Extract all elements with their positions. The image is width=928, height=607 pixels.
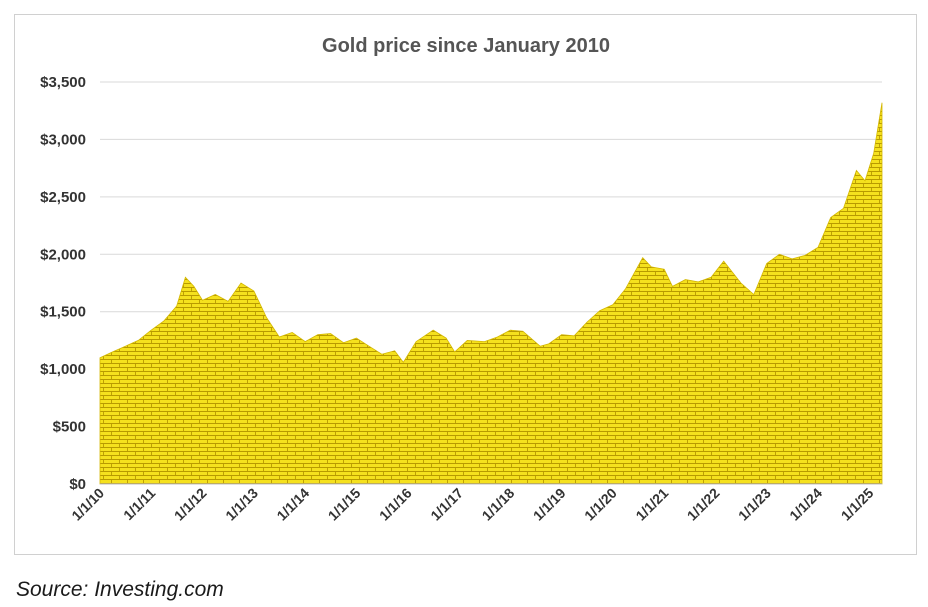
x-tick-label: 1/1/21 xyxy=(632,485,671,524)
chart-frame: $0 $500 $1,000 $1,500 $2,000 $2,500 $3,000 $3,5… xyxy=(14,14,917,555)
y-tick-label: $500 xyxy=(53,419,86,436)
x-tick-label: 1/1/17 xyxy=(427,485,466,524)
x-tick-label: 1/1/12 xyxy=(171,485,210,524)
x-tick-label: 1/1/22 xyxy=(684,485,723,524)
x-tick-label: 1/1/18 xyxy=(479,485,518,524)
x-axis-ticks: 1/1/10 1/1/11 1/1/12 1/1/13 1/1/14 1/1/15 1/1/… xyxy=(68,485,876,524)
chart-title: Gold price since January 2010 xyxy=(322,35,610,57)
x-tick-label: 1/1/14 xyxy=(273,485,312,524)
gold-price-area xyxy=(99,102,883,485)
y-tick-label: $2,500 xyxy=(40,189,86,206)
y-tick-label: $1,500 xyxy=(40,304,86,321)
area-layer xyxy=(99,102,883,485)
y-tick-label: $3,000 xyxy=(40,131,86,148)
x-tick-label: 1/1/11 xyxy=(120,485,158,523)
y-axis-ticks: $0 $500 $1,000 $1,500 $2,000 $2,500 $3,000 $3,5… xyxy=(40,74,86,493)
source-note: Source: Investing.com xyxy=(16,578,224,601)
x-tick-label: 1/1/15 xyxy=(325,485,364,524)
x-tick-label: 1/1/16 xyxy=(376,485,415,524)
x-tick-label: 1/1/19 xyxy=(530,485,569,524)
x-tick-label: 1/1/20 xyxy=(581,485,620,524)
x-tick-label: 1/1/23 xyxy=(735,485,774,524)
y-tick-label: $1,000 xyxy=(40,361,86,378)
y-tick-label: $2,000 xyxy=(40,246,86,263)
gold-price-chart: $0 $500 $1,000 $1,500 $2,000 $2,500 $3,000 $3,5… xyxy=(40,35,883,524)
y-tick-label: $0 xyxy=(69,476,86,493)
x-tick-label: 1/1/13 xyxy=(222,485,261,524)
x-tick-label: 1/1/24 xyxy=(786,485,825,524)
x-tick-label: 1/1/25 xyxy=(838,485,877,524)
y-tick-label: $3,500 xyxy=(40,74,86,91)
